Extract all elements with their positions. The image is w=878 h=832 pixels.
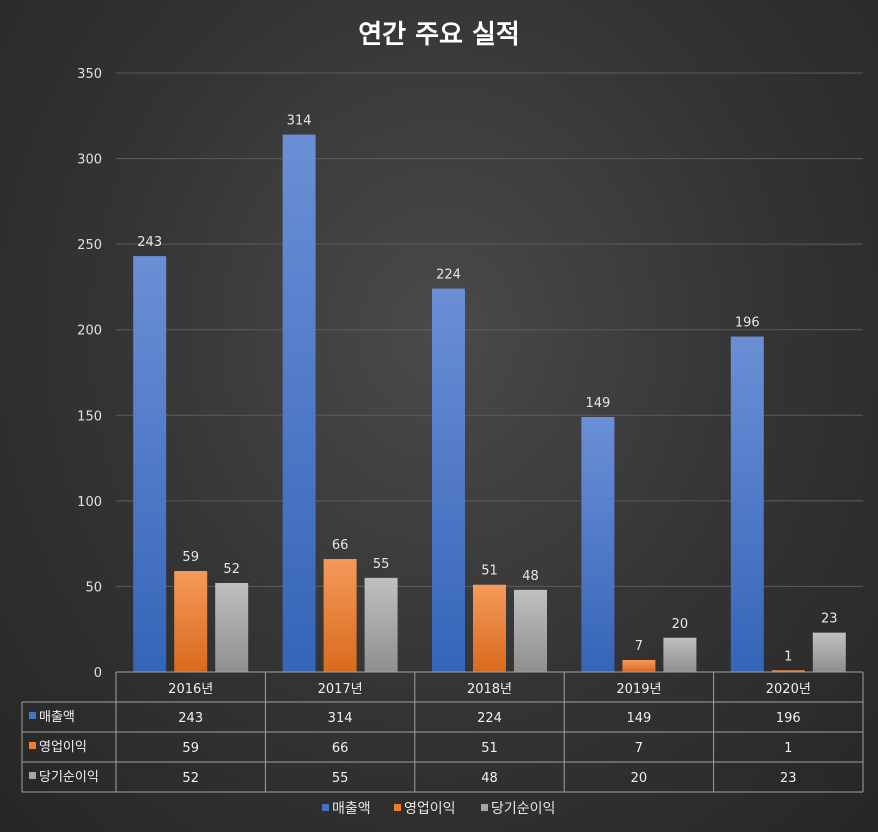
category-label: 2016년 bbox=[168, 682, 213, 697]
table-series-name: 매출액 bbox=[39, 710, 75, 725]
data-label: 48 bbox=[522, 569, 539, 584]
table-legend-swatch bbox=[29, 742, 36, 749]
table-cell: 55 bbox=[332, 771, 349, 786]
legend-entry: 매출액 bbox=[332, 801, 371, 817]
y-tick-label: 350 bbox=[77, 67, 102, 82]
table-cell: 196 bbox=[776, 711, 801, 726]
category-label: 2018년 bbox=[467, 682, 512, 697]
table-series-name: 영업이익 bbox=[39, 740, 87, 755]
table-cell: 149 bbox=[626, 711, 651, 726]
category-label: 2020년 bbox=[766, 682, 811, 697]
bars bbox=[133, 134, 846, 672]
data-label: 51 bbox=[481, 564, 498, 579]
legend: 매출액 영업이익 당기순이익 bbox=[322, 801, 555, 817]
data-label: 7 bbox=[635, 639, 643, 654]
legend-entry: 당기순이익 bbox=[491, 801, 555, 817]
bar bbox=[174, 571, 208, 672]
data-labels: 243 59 52 314 66 55 224 51 48 149 7 20 196 1 23 bbox=[137, 114, 837, 665]
y-tick-label: 200 bbox=[77, 324, 102, 339]
table-cell: 52 bbox=[182, 771, 199, 786]
bar bbox=[730, 336, 764, 672]
category-label: 2017년 bbox=[318, 682, 363, 697]
table-legend-swatch bbox=[29, 772, 36, 779]
bar bbox=[215, 583, 249, 672]
chart-title: 연간 주요 실적 bbox=[358, 20, 520, 50]
legend-swatch bbox=[394, 804, 401, 811]
data-label: 66 bbox=[332, 538, 349, 553]
bar bbox=[663, 637, 697, 672]
data-label: 196 bbox=[735, 316, 760, 331]
bar bbox=[771, 670, 805, 672]
data-label: 23 bbox=[821, 612, 838, 627]
y-axis: 0 50 100 150 200 250 300 350 bbox=[77, 67, 102, 681]
legend-swatch bbox=[322, 804, 329, 811]
bar bbox=[514, 589, 547, 672]
table-legend-swatch bbox=[29, 712, 36, 719]
y-tick-label: 50 bbox=[85, 580, 102, 595]
data-label: 243 bbox=[137, 235, 162, 250]
bar bbox=[282, 134, 316, 672]
table-cell: 243 bbox=[178, 711, 203, 726]
data-label: 149 bbox=[585, 396, 610, 411]
y-tick-label: 150 bbox=[77, 409, 102, 424]
table-cell: 314 bbox=[328, 711, 353, 726]
data-label: 1 bbox=[784, 649, 792, 664]
table-cell: 224 bbox=[477, 711, 502, 726]
y-tick-label: 100 bbox=[77, 495, 102, 510]
bar bbox=[581, 416, 615, 672]
y-tick-label: 300 bbox=[77, 153, 102, 168]
bar bbox=[364, 577, 398, 672]
bar bbox=[432, 288, 465, 672]
legend-swatch bbox=[481, 804, 488, 811]
data-label: 55 bbox=[373, 557, 390, 572]
table-cell: 59 bbox=[182, 741, 199, 756]
table-series-name: 당기순이익 bbox=[39, 770, 99, 785]
table-cell: 23 bbox=[780, 771, 797, 786]
table-cell: 1 bbox=[784, 741, 792, 756]
table-cell: 7 bbox=[635, 741, 643, 756]
data-label: 59 bbox=[182, 550, 199, 565]
bar bbox=[323, 559, 357, 672]
legend-entry: 영업이익 bbox=[404, 801, 456, 817]
bar bbox=[622, 660, 656, 672]
data-label: 224 bbox=[436, 268, 461, 283]
bar bbox=[812, 632, 846, 672]
y-tick-label: 250 bbox=[77, 238, 102, 253]
data-label: 314 bbox=[287, 114, 312, 129]
category-label: 2019년 bbox=[616, 682, 661, 697]
bar bbox=[473, 584, 506, 672]
bar bbox=[133, 256, 167, 672]
table-cell: 20 bbox=[631, 771, 648, 786]
table-cell: 51 bbox=[481, 741, 498, 756]
data-label: 52 bbox=[223, 562, 240, 577]
table-cell: 66 bbox=[332, 741, 349, 756]
y-tick-label: 0 bbox=[94, 666, 102, 681]
data-label: 20 bbox=[672, 617, 689, 632]
table-cell: 48 bbox=[481, 771, 498, 786]
